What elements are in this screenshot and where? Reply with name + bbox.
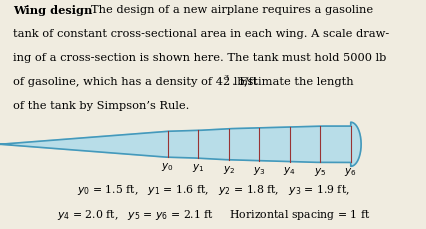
Text: $y_4$: $y_4$ (283, 166, 295, 177)
Text: of gasoline, which has a density of 42 lb/ft: of gasoline, which has a density of 42 l… (13, 77, 256, 87)
Polygon shape (0, 122, 360, 166)
Text: $y_4$ = 2.0 ft,   $y_5$ = $y_6$ = 2.1 ft     Horizontal spacing = 1 ft: $y_4$ = 2.0 ft, $y_5$ = $y_6$ = 2.1 ft H… (57, 208, 369, 222)
Text: . Estimate the length: . Estimate the length (231, 77, 352, 87)
Text: $y_0$: $y_0$ (161, 161, 174, 173)
Text: Wing design: Wing design (13, 5, 92, 16)
Text: tank of constant cross-sectional area in each wing. A scale draw-: tank of constant cross-sectional area in… (13, 29, 388, 39)
Text: 3: 3 (223, 74, 228, 82)
Text: of the tank by Simpson’s Rule.: of the tank by Simpson’s Rule. (13, 101, 189, 111)
Text: $y_0$ = 1.5 ft,   $y_1$ = 1.6 ft,   $y_2$ = 1.8 ft,   $y_3$ = 1.9 ft,: $y_0$ = 1.5 ft, $y_1$ = 1.6 ft, $y_2$ = … (77, 183, 349, 197)
Text: $y_5$: $y_5$ (314, 166, 325, 178)
Text: $y_1$: $y_1$ (192, 162, 204, 174)
Text: ing of a cross-section is shown here. The tank must hold 5000 lb: ing of a cross-section is shown here. Th… (13, 53, 385, 63)
Text: The design of a new airplane requires a gasoline: The design of a new airplane requires a … (91, 5, 372, 15)
Text: $y_6$: $y_6$ (344, 166, 356, 178)
Text: $y_2$: $y_2$ (222, 164, 234, 176)
Text: $y_3$: $y_3$ (253, 165, 265, 177)
